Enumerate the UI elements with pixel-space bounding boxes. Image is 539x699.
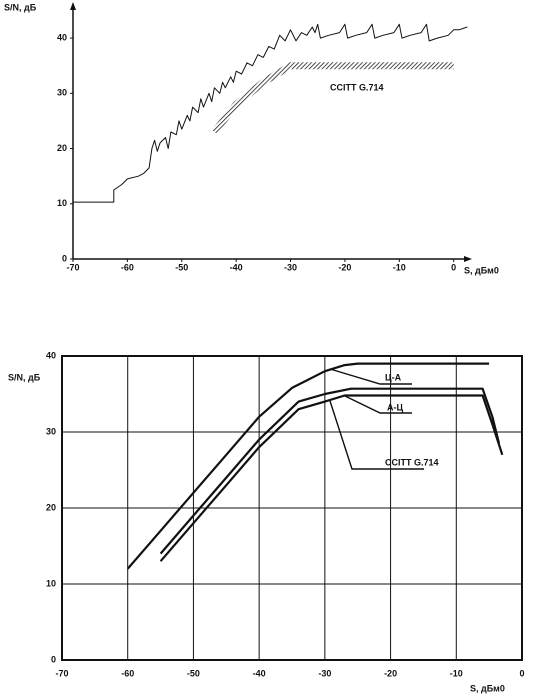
x-tick-label: -30: [284, 262, 297, 272]
y-arrow: [70, 2, 76, 10]
series-line: [73, 23, 468, 203]
x-tick-label: -60: [121, 262, 134, 272]
x-tick-label: -10: [393, 262, 406, 272]
x-tick-label: -70: [66, 262, 79, 272]
y-tick-label: 30: [46, 426, 56, 436]
x-tick-label: -50: [187, 668, 200, 678]
leader-line: [344, 395, 412, 414]
x-tick-label: -30: [318, 668, 331, 678]
y-axis-label: S/N, дБ: [8, 372, 41, 382]
x-tick-label: 0: [519, 668, 524, 678]
series-label: CCITT G.714: [385, 457, 439, 467]
x-tick-label: -60: [121, 668, 134, 678]
x-tick-label: -20: [338, 262, 351, 272]
leader-line: [329, 400, 424, 470]
y-tick-label: 10: [57, 198, 67, 208]
x-tick-label: -40: [230, 262, 243, 272]
series-line: [126, 362, 490, 570]
y-tick-label: 0: [62, 253, 67, 263]
limit-band: [211, 62, 454, 135]
x-tick-label: 0: [451, 262, 456, 272]
x-tick-label: -10: [450, 668, 463, 678]
x-arrow: [464, 256, 472, 262]
x-tick-label: -40: [253, 668, 266, 678]
series-label: А-Ц: [387, 402, 403, 412]
y-tick-label: 20: [57, 143, 67, 153]
x-tick-label: -20: [384, 668, 397, 678]
y-tick-label: 0: [51, 654, 56, 664]
series-label: CCITT G.714: [330, 82, 384, 92]
y-tick-label: 30: [57, 88, 67, 98]
x-axis-label: S, дБм0: [470, 683, 505, 693]
y-tick-label: 10: [46, 578, 56, 588]
y-tick-label: 40: [46, 350, 56, 360]
x-axis-label: S, дБм0: [464, 265, 499, 275]
series-line: [159, 387, 501, 555]
y-tick-label: 40: [57, 32, 67, 42]
leader-line: [329, 368, 412, 385]
series-line: [159, 394, 504, 562]
x-tick-label: -50: [175, 262, 188, 272]
y-axis-label: S/N, дБ: [4, 2, 37, 12]
x-tick-label: -70: [55, 668, 68, 678]
series-label: Ц-А: [385, 372, 402, 382]
y-tick-label: 20: [46, 502, 56, 512]
